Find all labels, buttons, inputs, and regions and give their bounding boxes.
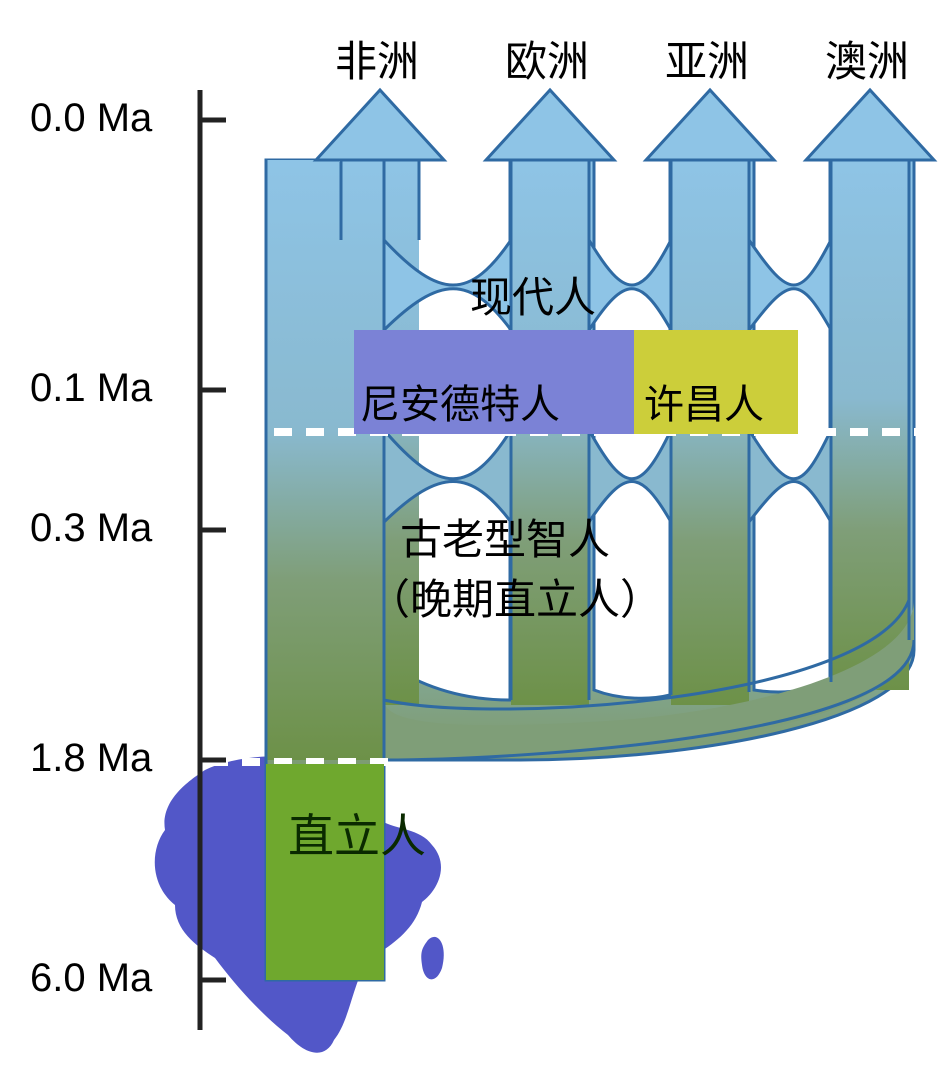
label-neand: 尼安德特人 — [360, 372, 560, 430]
tick-03: 0.3 Ma — [30, 506, 152, 551]
tick-60: 6.0 Ma — [30, 956, 152, 1001]
col-europe: 欧洲 — [505, 28, 589, 89]
label-modern: 现代人 — [470, 264, 596, 325]
tick-0: 0.0 Ma — [30, 96, 152, 141]
tick-18: 1.8 Ma — [30, 736, 152, 781]
label-xuchang: 许昌人 — [644, 372, 764, 430]
col-australia: 澳洲 — [825, 28, 909, 89]
diagram-canvas: 非洲 欧洲 亚洲 澳洲 0.0 Ma 0.1 Ma 0.3 Ma 1.8 Ma … — [0, 0, 948, 1070]
tick-01: 0.1 Ma — [30, 366, 152, 411]
col-africa: 非洲 — [335, 28, 419, 89]
label-archaic2: （晚期直立人） — [368, 566, 662, 627]
cross-upper — [384, 240, 831, 330]
col-asia: 亚洲 — [665, 28, 749, 89]
label-archaic1: 古老型智人 — [400, 506, 610, 567]
label-erectus: 直立人 — [288, 800, 426, 866]
box-green — [266, 764, 384, 980]
